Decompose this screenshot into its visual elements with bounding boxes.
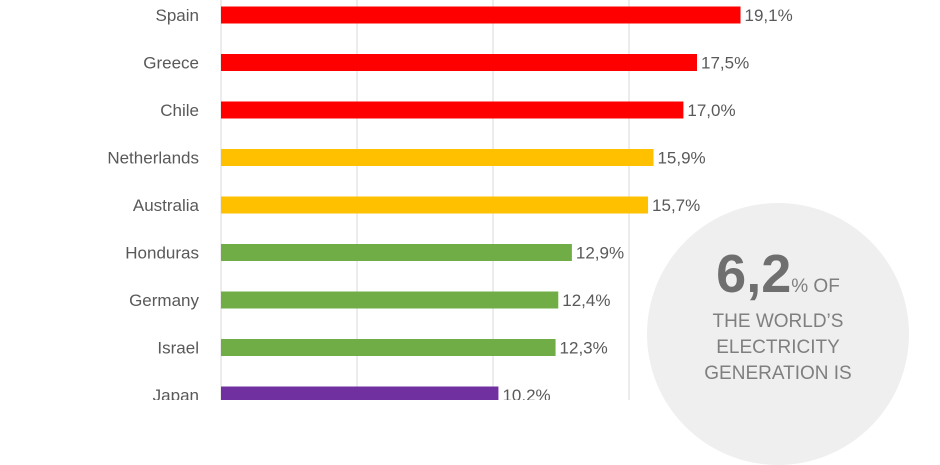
bar (221, 339, 556, 356)
data-label: 12,4% (562, 291, 610, 310)
callout-line: THE WORLD’S (712, 311, 844, 332)
category-label: Chile (160, 101, 199, 120)
bar (221, 291, 559, 309)
bar (221, 386, 499, 400)
callout-line: GENERATION IS (704, 363, 852, 384)
category-label: Australia (133, 196, 200, 215)
category-label: Japan (153, 386, 199, 400)
category-label: Germany (129, 291, 199, 310)
callout-circle: 6,2% OF THE WORLD’S ELECTRICITY GENERATI… (647, 203, 909, 465)
data-label: 12,9% (576, 244, 624, 263)
data-label: 17,0% (687, 101, 735, 120)
bar (221, 244, 572, 261)
category-label: Netherlands (107, 149, 199, 168)
data-label: 17,5% (701, 54, 749, 73)
data-label: 15,7% (652, 196, 700, 215)
callout-line: ELECTRICITY (716, 337, 840, 358)
bar (221, 101, 684, 119)
data-label: 15,9% (657, 149, 705, 168)
bar (221, 54, 697, 71)
callout-suffix: % OF (791, 276, 840, 297)
data-label: 19,1% (745, 6, 793, 25)
data-label: 12,3% (560, 339, 608, 358)
bar (221, 6, 741, 24)
bar (221, 149, 654, 166)
category-label: Israel (157, 339, 199, 358)
callout-value: 6,2 (716, 244, 792, 304)
bar (221, 196, 649, 214)
category-label: Honduras (125, 244, 199, 263)
bar-chart: Spain 19,1% Greece 17,5% Chile 17,0% Netherlan… (107, 0, 793, 400)
category-label: Greece (143, 54, 199, 73)
data-label: 10,2% (502, 386, 550, 400)
category-label: Spain (156, 6, 199, 25)
